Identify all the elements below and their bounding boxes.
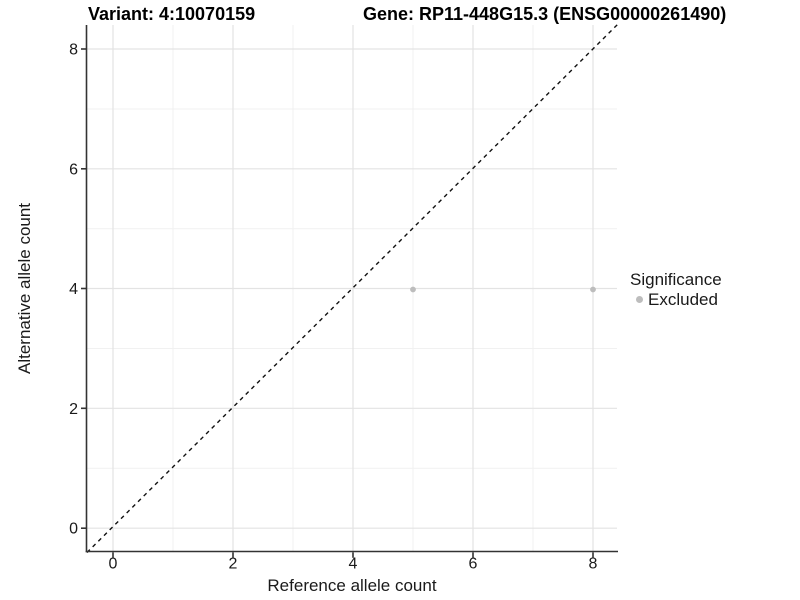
x-tick-label: 0 <box>109 556 118 573</box>
y-tick-label: 2 <box>69 401 78 418</box>
tick-marks <box>81 48 594 558</box>
legend-item-excluded: Excluded <box>630 289 722 310</box>
legend: Significance Excluded <box>630 270 722 310</box>
data-point <box>410 286 416 293</box>
legend-item-label: Excluded <box>648 289 718 309</box>
x-tick-label: 8 <box>589 556 598 573</box>
x-tick-label: 2 <box>229 556 238 573</box>
y-tick-label: 4 <box>69 281 78 298</box>
y-tick-label: 8 <box>69 42 78 59</box>
x-tick-label: 6 <box>469 556 478 573</box>
variant-title: Variant: 4:10070159 <box>88 4 256 24</box>
x-tick-labels: 0 2 4 6 8 <box>109 556 598 573</box>
y-tick-labels: 0 2 4 6 8 <box>69 42 78 538</box>
legend-point-icon <box>636 296 643 303</box>
grid-minor <box>87 25 617 552</box>
data-points <box>410 286 596 293</box>
data-point <box>590 286 596 293</box>
y-tick-label: 0 <box>69 521 78 538</box>
y-tick-label: 6 <box>69 161 78 178</box>
x-tick-label: 4 <box>349 556 358 573</box>
grid-major <box>87 25 617 552</box>
y-axis-title: Alternative allele count <box>15 203 34 374</box>
x-axis-title: Reference allele count <box>267 576 436 595</box>
legend-title: Significance <box>630 270 722 289</box>
gene-title: Gene: RP11-448G15.3 (ENSG00000261490) <box>363 4 727 24</box>
